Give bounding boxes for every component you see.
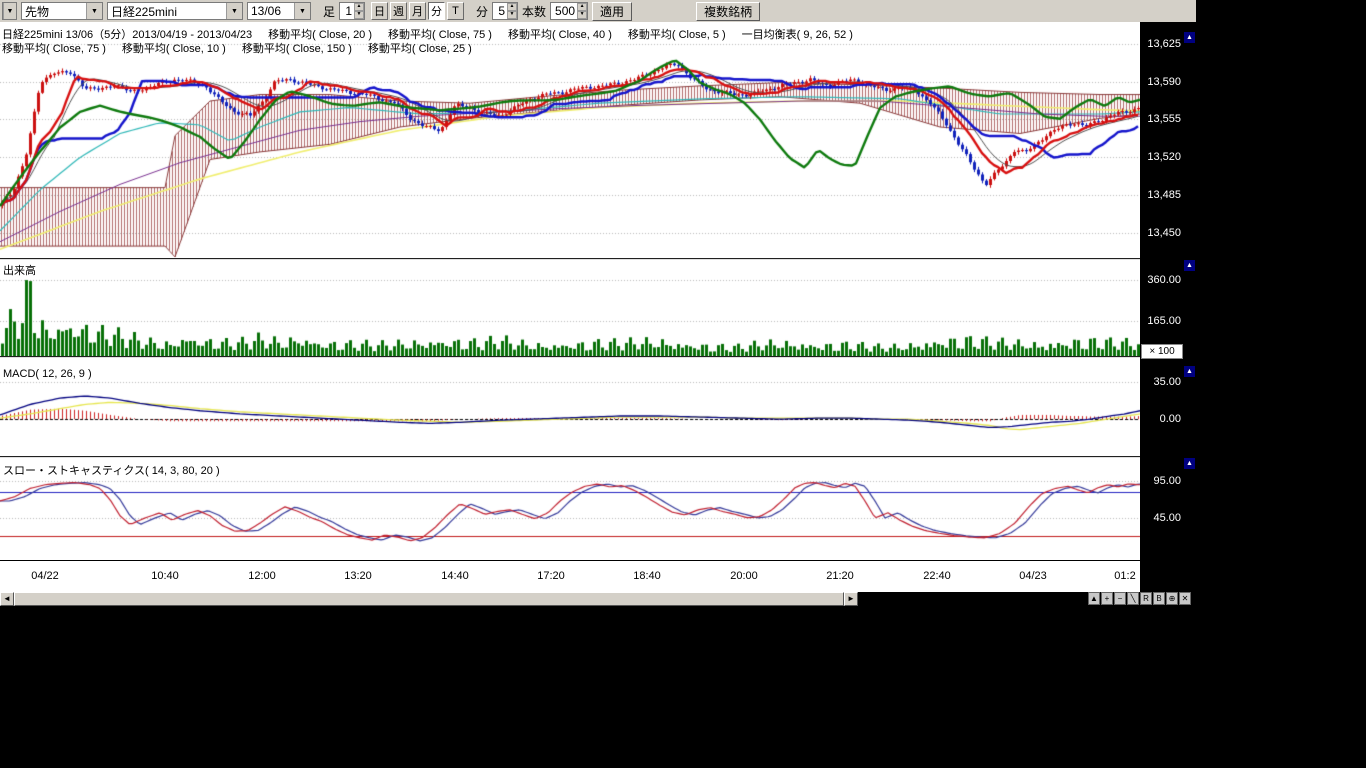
apply-button[interactable]: 適用 bbox=[592, 2, 632, 21]
time-tick-label: 17:20 bbox=[537, 570, 565, 582]
minute-label: 分 bbox=[476, 3, 488, 20]
chart-tool-buttons: ▲+−╲RB⊕✕ bbox=[1088, 592, 1191, 605]
chevron-down-icon bbox=[226, 3, 242, 19]
bar-count-value: 1 bbox=[340, 3, 354, 19]
symbol-select[interactable]: 日経225mini bbox=[107, 2, 243, 20]
tool-zoom-in-button[interactable]: + bbox=[1101, 592, 1113, 605]
tool-r-button[interactable]: R bbox=[1140, 592, 1152, 605]
period-buttons: 日 週 月 分 T bbox=[371, 2, 464, 20]
period-tick-button[interactable]: T bbox=[447, 2, 464, 20]
tool-b-button[interactable]: B bbox=[1153, 592, 1165, 605]
chart-app-window: 先物 日経225mini 13/06 足 1▲▼ 日 週 月 分 T 分 5▲▼… bbox=[0, 0, 1196, 607]
panel-scroll-up-arrow[interactable]: ▲ bbox=[1184, 32, 1195, 43]
panel-scroll-up-arrow[interactable]: ▲ bbox=[1184, 366, 1195, 377]
scrollbar-thumb[interactable] bbox=[14, 592, 844, 606]
bars-label: 本数 bbox=[522, 3, 546, 20]
panel-scroll-up-arrow[interactable]: ▲ bbox=[1184, 458, 1195, 469]
tool-zoom-out-button[interactable]: − bbox=[1114, 592, 1126, 605]
time-tick-label: 21:20 bbox=[826, 570, 854, 582]
symbol-value: 日経225mini bbox=[108, 3, 226, 20]
volume-axis-label: 165.00 bbox=[1147, 315, 1181, 327]
chevron-down-icon bbox=[86, 3, 102, 19]
period-month-button[interactable]: 月 bbox=[409, 2, 426, 20]
multi-symbol-button[interactable]: 複数銘柄 bbox=[696, 2, 760, 21]
category-select[interactable]: 先物 bbox=[21, 2, 103, 20]
time-tick-label: 20:00 bbox=[730, 570, 758, 582]
chevron-down-icon bbox=[294, 3, 310, 19]
period-week-button[interactable]: 週 bbox=[390, 2, 407, 20]
time-tick-label: 04/23 bbox=[1019, 570, 1047, 582]
time-tick-label: 12:00 bbox=[248, 570, 276, 582]
spinner-arrows[interactable]: ▲▼ bbox=[354, 3, 364, 19]
macd-chart-canvas[interactable] bbox=[0, 356, 1140, 456]
price-axis-label: 13,555 bbox=[1147, 113, 1181, 125]
tool-target-button[interactable]: ⊕ bbox=[1166, 592, 1178, 605]
price-axis-label: 13,520 bbox=[1147, 151, 1181, 163]
volume-chart-canvas[interactable] bbox=[0, 258, 1140, 356]
volume-multiplier-badge: × 100 bbox=[1141, 344, 1183, 359]
tool-arrow-button[interactable]: ▲ bbox=[1088, 592, 1100, 605]
price-axis-strip: × 100 13,625 13,590 13,555 13,520 13,485 13,4… bbox=[1140, 22, 1196, 592]
time-tick-label: 10:40 bbox=[151, 570, 179, 582]
category-value: 先物 bbox=[22, 3, 86, 20]
time-tick-label: 18:40 bbox=[633, 570, 661, 582]
time-tick-label: 13:20 bbox=[344, 570, 372, 582]
time-axis: 04/22 10:40 12:00 13:20 14:40 17:20 18:40 20:00… bbox=[0, 560, 1140, 592]
left-mini-dropdown[interactable] bbox=[2, 2, 17, 20]
horizontal-scrollbar[interactable]: ◄ ► bbox=[0, 592, 858, 606]
desktop-background: 先物 日経225mini 13/06 足 1▲▼ 日 週 月 分 T 分 5▲▼… bbox=[0, 0, 1366, 768]
chart-area: 日経225mini 13/06（5分）2013/04/19 - 2013/04/… bbox=[0, 22, 1140, 592]
period-minute-button[interactable]: 分 bbox=[428, 2, 445, 20]
time-tick-label: 22:40 bbox=[923, 570, 951, 582]
time-tick-label: 01:2 bbox=[1114, 570, 1135, 582]
panel-scroll-up-arrow[interactable]: ▲ bbox=[1184, 260, 1195, 271]
scroll-left-button[interactable]: ◄ bbox=[0, 592, 14, 606]
tool-close-button[interactable]: ✕ bbox=[1179, 592, 1191, 605]
chevron-down-icon bbox=[3, 3, 16, 19]
bars-value: 500 bbox=[551, 3, 577, 19]
time-tick-label: 04/22 bbox=[31, 570, 59, 582]
stochastics-chart-canvas[interactable] bbox=[0, 456, 1140, 560]
stoch-axis-label: 45.00 bbox=[1153, 512, 1181, 524]
time-tick-label: 14:40 bbox=[441, 570, 469, 582]
macd-axis-label: 0.00 bbox=[1160, 413, 1181, 425]
spinner-arrows[interactable]: ▲▼ bbox=[577, 3, 587, 19]
bar-type-label: 足 bbox=[323, 3, 335, 20]
top-toolbar: 先物 日経225mini 13/06 足 1▲▼ 日 週 月 分 T 分 5▲▼… bbox=[0, 0, 1196, 22]
bar-count-input[interactable]: 1▲▼ bbox=[339, 2, 365, 20]
minute-value: 5 bbox=[493, 3, 507, 19]
price-chart-canvas[interactable] bbox=[0, 22, 1140, 258]
price-axis-label: 13,590 bbox=[1147, 76, 1181, 88]
macd-axis-label: 35.00 bbox=[1153, 376, 1181, 388]
price-axis-label: 13,485 bbox=[1147, 189, 1181, 201]
minute-input[interactable]: 5▲▼ bbox=[492, 2, 518, 20]
spinner-arrows[interactable]: ▲▼ bbox=[507, 3, 517, 19]
volume-axis-label: 360.00 bbox=[1147, 274, 1181, 286]
tool-trendline-button[interactable]: ╲ bbox=[1127, 592, 1139, 605]
bars-input[interactable]: 500▲▼ bbox=[550, 2, 588, 20]
scroll-right-button[interactable]: ► bbox=[844, 592, 858, 606]
period-day-button[interactable]: 日 bbox=[371, 2, 388, 20]
contract-value: 13/06 bbox=[248, 4, 294, 18]
price-axis-label: 13,625 bbox=[1147, 38, 1181, 50]
price-axis-label: 13,450 bbox=[1147, 227, 1181, 239]
contract-select[interactable]: 13/06 bbox=[247, 2, 311, 20]
stoch-axis-label: 95.00 bbox=[1153, 475, 1181, 487]
